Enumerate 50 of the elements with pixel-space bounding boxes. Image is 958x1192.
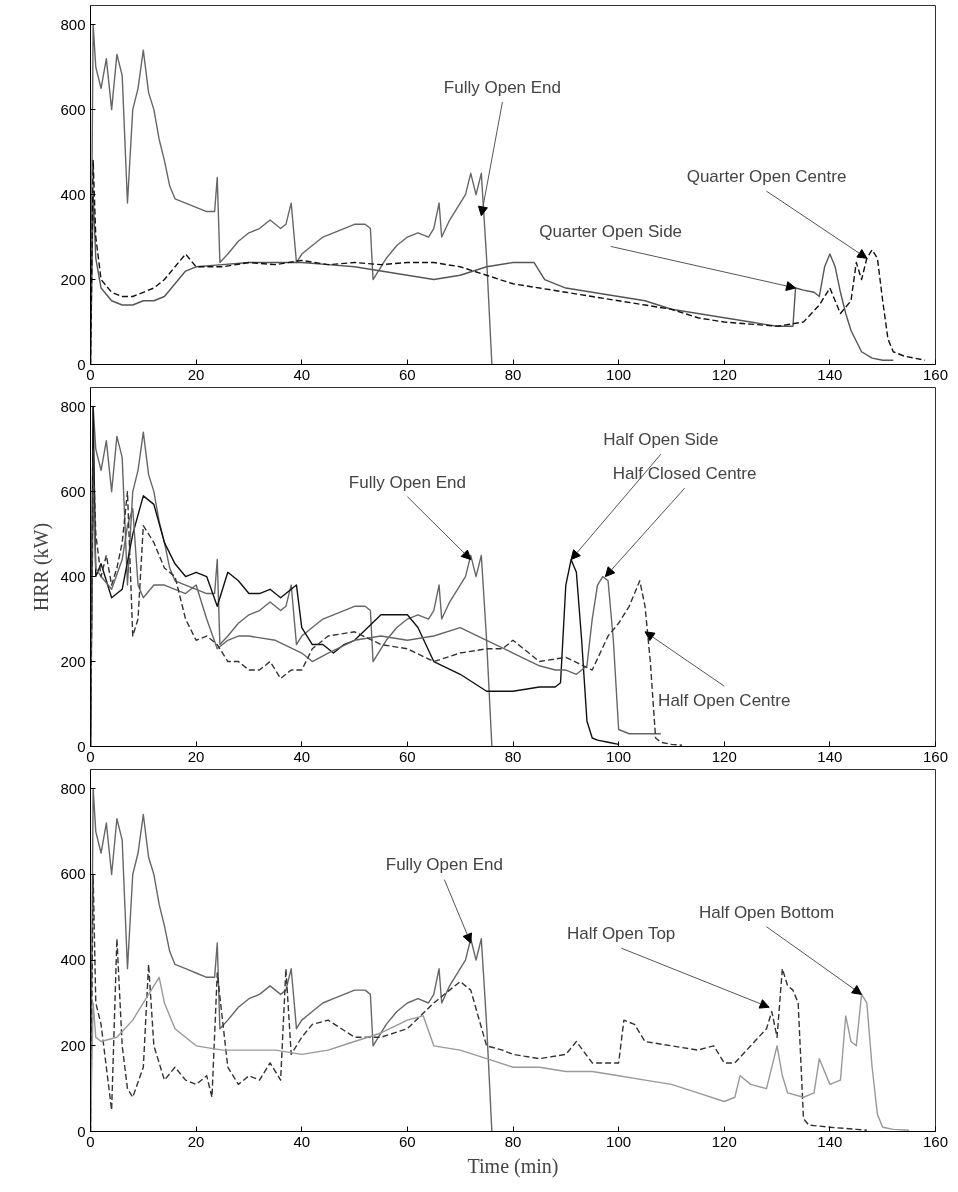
x-tick-label: 120: [711, 365, 737, 383]
annotation: Half Open Top: [566, 924, 676, 943]
x-tick-label: 140: [817, 1132, 843, 1150]
x-tick-label: 60: [399, 747, 416, 765]
x-tick-label: 100: [606, 365, 632, 383]
y-tick-label: 800: [60, 779, 86, 797]
x-axis-title: Time (min): [467, 1154, 559, 1178]
annotation: Fully Open End: [443, 77, 562, 97]
annotation: Half Open Bottom: [698, 902, 835, 922]
y-tick-label: 200: [60, 270, 86, 288]
annotation: Half Open Side: [603, 430, 719, 450]
x-tick-label: 140: [817, 365, 843, 383]
annotation: Quarter Open Centre: [686, 167, 847, 187]
y-tick-label: 400: [60, 951, 86, 969]
x-tick-label: 60: [399, 365, 416, 383]
x-tick-label: 160: [922, 1132, 949, 1150]
x-tick-label: 160: [922, 365, 949, 383]
y-tick-label: 200: [60, 652, 86, 670]
x-tick-label: 160: [922, 747, 949, 765]
line-series: [90, 976, 910, 1132]
x-tick-label: 40: [293, 365, 311, 383]
x-tick-label: 20: [187, 1132, 205, 1150]
x-tick-label: 60: [399, 1132, 416, 1150]
annotation: Fully Open End: [385, 855, 503, 875]
annotation: Half Open Centre: [658, 691, 791, 711]
y-tick-label: 200: [60, 1036, 86, 1054]
x-tick-label: 120: [711, 1132, 737, 1150]
y-tick-label: 800: [60, 397, 86, 415]
x-tick-label: 140: [817, 747, 843, 765]
x-tick-label: 20: [187, 365, 205, 383]
x-tick-label: 100: [606, 747, 632, 765]
x-tick-label: 80: [504, 1132, 522, 1150]
x-tick-label: 40: [293, 1132, 311, 1150]
y-axis-title: HRR (kW): [30, 522, 54, 612]
y-tick-label: 600: [60, 482, 86, 500]
annotation: Quarter Open Side: [539, 222, 683, 242]
annotation: Half Closed Centre: [612, 464, 757, 484]
x-tick-label: 80: [504, 747, 522, 765]
x-tick-label: 80: [504, 365, 522, 383]
line-series: [90, 873, 868, 1132]
x-tick-label: 100: [606, 1132, 632, 1150]
y-tick-label: 800: [60, 15, 86, 33]
y-tick-label: 600: [60, 100, 86, 118]
x-tick-label: 120: [711, 747, 737, 765]
x-tick-label: 20: [187, 747, 205, 765]
y-tick-label: 600: [60, 865, 86, 883]
y-tick-label: 400: [60, 185, 86, 203]
x-tick-label: 40: [293, 747, 311, 765]
annotation: Fully Open End: [348, 472, 466, 492]
y-tick-label: 400: [60, 567, 86, 585]
